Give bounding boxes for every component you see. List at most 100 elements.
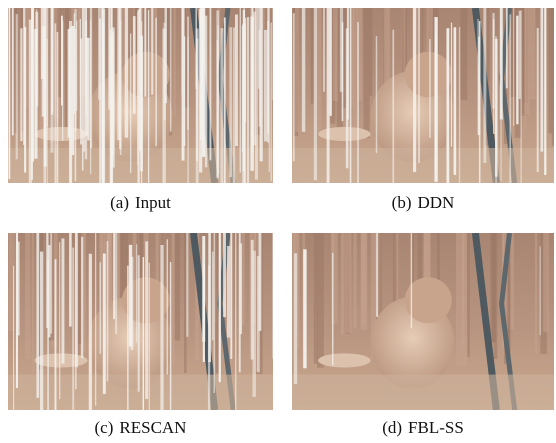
rain-streak	[257, 256, 260, 372]
rain-streak	[8, 5, 10, 180]
caption-label: (d)	[382, 418, 402, 437]
rain-streak	[145, 241, 148, 399]
rain-streak	[264, 30, 267, 142]
lion-paw	[35, 127, 88, 141]
rain-streak	[68, 29, 71, 138]
rain-streak	[46, 224, 48, 328]
stalk	[548, 8, 552, 133]
rain-streak	[130, 33, 131, 173]
stalk	[535, 233, 537, 354]
rain-streak	[133, 16, 136, 114]
stalk	[317, 233, 324, 368]
rain-streak	[260, 4, 263, 161]
rain-streak	[537, 28, 539, 172]
stalk	[353, 233, 357, 328]
rain-streak	[294, 253, 297, 384]
rain-streak	[29, 20, 32, 208]
rain-streak	[493, 19, 494, 134]
rain-streak	[40, 252, 43, 433]
caption-text: FBL-SS	[408, 418, 464, 437]
stalk	[341, 233, 346, 335]
rain-streak	[229, 27, 232, 177]
stalk	[461, 8, 468, 100]
image-content	[292, 0, 556, 213]
rain-streak	[138, 10, 140, 197]
rain-streak	[392, 30, 394, 213]
stalk	[346, 233, 352, 333]
rain-streak	[136, 244, 137, 342]
rain-streak	[47, 39, 48, 213]
rain-streak	[209, 0, 211, 160]
rain-streak	[155, 18, 156, 146]
rain-streak	[13, 266, 14, 441]
rain-streak	[376, 36, 377, 153]
stalk	[184, 233, 187, 373]
stalk	[353, 8, 358, 147]
rain-streak	[23, 1, 25, 144]
rain-streak	[125, 0, 128, 138]
rain-streak	[270, 23, 271, 182]
rain-streak	[167, 239, 168, 374]
rain-streak	[516, 16, 518, 125]
rain-streak	[220, 28, 223, 188]
rain-streak	[273, 0, 274, 100]
stalk	[492, 233, 494, 343]
rain-streak	[540, 5, 543, 151]
image-content	[8, 0, 274, 215]
rain-streak	[55, 259, 57, 418]
rain-streak	[57, 32, 59, 193]
rain-streak	[251, 0, 254, 152]
rain-streak	[459, 27, 460, 190]
rain-streak	[501, 27, 502, 182]
image-panel	[8, 0, 274, 215]
stalk	[314, 233, 317, 364]
rain-streak	[103, 254, 106, 394]
rain-streak	[483, 0, 486, 163]
rain-streak	[50, 221, 52, 334]
rain-streak	[141, 21, 142, 204]
rain-streak	[80, 38, 82, 144]
rain-streak	[376, 228, 378, 317]
stalk	[525, 8, 529, 115]
rain-streak	[115, 222, 117, 334]
rain-streak	[240, 243, 242, 334]
rain-streak	[44, 0, 47, 167]
caption-label: (c)	[95, 418, 114, 437]
rain-streak	[350, 0, 352, 185]
rain-streak	[251, 240, 254, 360]
rain-streak	[186, 227, 188, 337]
rain-streak	[224, 17, 226, 190]
caption-text: DDN	[417, 193, 454, 212]
rain-streak	[148, 10, 149, 192]
rain-streak	[205, 16, 207, 168]
lion-head	[405, 52, 452, 98]
lion-paw	[318, 353, 370, 367]
rain-streak	[454, 27, 457, 175]
rain-streak	[54, 23, 56, 194]
rain-streak	[170, 262, 171, 415]
image-panel	[292, 0, 556, 213]
rain-streak	[151, 0, 153, 95]
caption: (d) FBL-SS	[382, 418, 464, 437]
rain-streak	[34, 29, 37, 159]
stalk	[529, 8, 535, 99]
rain-streak	[85, 21, 87, 160]
rain-streak	[113, 223, 115, 319]
rain-streak	[219, 232, 221, 382]
rain-streak	[235, 228, 236, 410]
rain-streak	[72, 248, 74, 436]
rain-streak	[303, 249, 306, 368]
rain-streak	[255, 0, 258, 180]
rain-streak	[230, 215, 232, 359]
rain-streak	[302, 0, 305, 132]
rain-streak	[413, 0, 416, 172]
rain-streak	[162, 28, 165, 209]
rain-streak	[138, 255, 140, 391]
caption-text: Input	[135, 193, 171, 212]
stalk	[552, 8, 556, 145]
rain-streak	[240, 0, 241, 173]
rain-streak	[129, 245, 132, 347]
rain-streak	[212, 252, 214, 341]
stalk	[173, 8, 175, 117]
rain-streak	[76, 21, 77, 111]
